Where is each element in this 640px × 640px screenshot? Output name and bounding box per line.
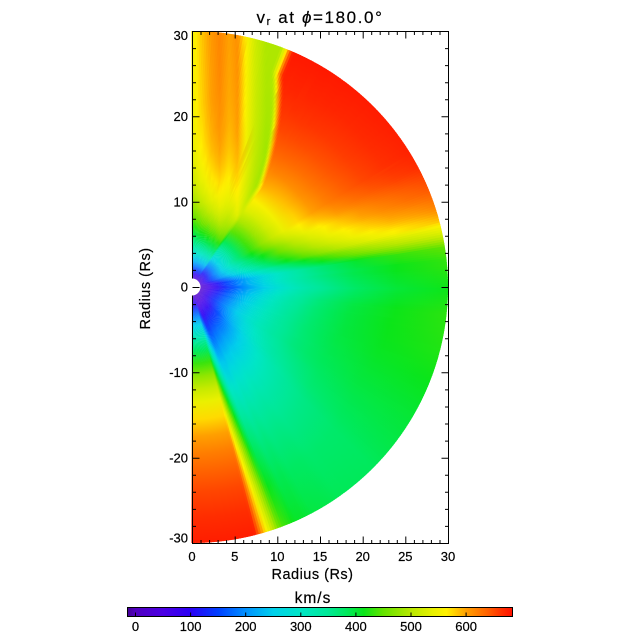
svg-text:500: 500 — [400, 619, 422, 634]
svg-text:30: 30 — [174, 28, 188, 43]
svg-text:15: 15 — [313, 549, 327, 564]
svg-text:-20: -20 — [169, 450, 188, 465]
svg-text:Radius (Rs): Radius (Rs) — [271, 567, 353, 583]
svg-text:25: 25 — [398, 549, 412, 564]
svg-text:Radius (Rs): Radius (Rs) — [138, 247, 154, 329]
svg-text:0: 0 — [132, 619, 139, 634]
svg-text:10: 10 — [270, 549, 284, 564]
svg-text:vr at ϕ=180.0°: vr at ϕ=180.0° — [257, 8, 384, 28]
svg-text:400: 400 — [345, 619, 367, 634]
svg-text:30: 30 — [441, 549, 455, 564]
svg-text:0: 0 — [188, 549, 195, 564]
svg-text:10: 10 — [174, 194, 188, 209]
svg-text:600: 600 — [455, 619, 477, 634]
svg-text:-30: -30 — [169, 531, 188, 546]
svg-text:0: 0 — [181, 280, 188, 295]
svg-text:200: 200 — [235, 619, 257, 634]
svg-text:km/s: km/s — [295, 590, 332, 607]
svg-text:20: 20 — [355, 549, 369, 564]
svg-text:5: 5 — [231, 549, 238, 564]
svg-text:20: 20 — [174, 109, 188, 124]
svg-text:300: 300 — [290, 619, 312, 634]
svg-text:-10: -10 — [169, 365, 188, 380]
svg-text:100: 100 — [180, 619, 202, 634]
